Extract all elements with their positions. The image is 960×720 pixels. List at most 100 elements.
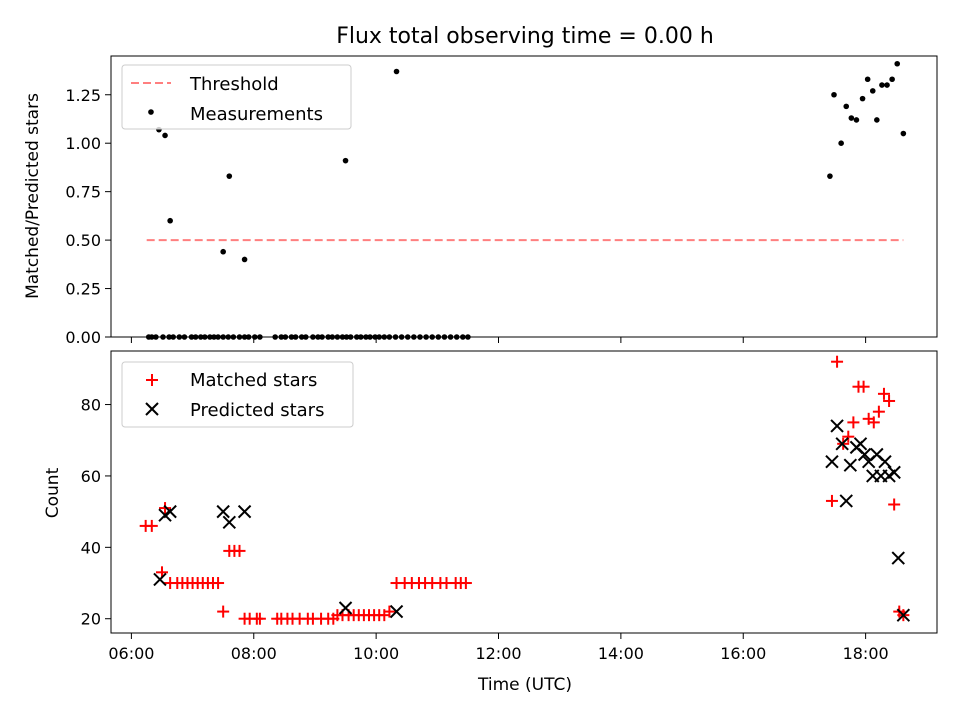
measurement-point bbox=[874, 117, 880, 123]
bottom-legend-box bbox=[121, 361, 354, 428]
predicted-star-point bbox=[891, 551, 905, 565]
top-y-tick-label: 1.00 bbox=[65, 134, 101, 153]
measurements-legend-label: Measurements bbox=[190, 104, 323, 125]
measurement-point bbox=[342, 157, 349, 164]
matched-star-point bbox=[459, 577, 472, 590]
measurement-point bbox=[879, 82, 885, 88]
bottom-x-tick-label: 16:00 bbox=[720, 644, 766, 663]
predicted-legend-label: Predicted stars bbox=[190, 400, 324, 421]
top-legend: Threshold Measurements bbox=[121, 64, 352, 130]
top-legend-box bbox=[121, 64, 352, 130]
top-plot-area bbox=[145, 60, 907, 340]
measurement-point bbox=[167, 217, 173, 224]
predicted-star-point bbox=[153, 572, 167, 587]
matched-star-point bbox=[842, 430, 855, 443]
measurement-point bbox=[220, 248, 226, 255]
predicted-star-point bbox=[222, 515, 236, 530]
bottom-y-ticks: 20 40 60 80 bbox=[81, 396, 111, 629]
matched-star-point bbox=[867, 416, 880, 429]
measurement-point bbox=[241, 256, 248, 263]
matched-star-point bbox=[383, 605, 396, 618]
predicted-star-point bbox=[825, 454, 839, 469]
top-y-axis-label: Matched/Predicted stars bbox=[23, 93, 43, 299]
predicted-star-point bbox=[857, 447, 872, 462]
measurement-point bbox=[894, 60, 901, 67]
bottom-plot-area bbox=[139, 355, 911, 625]
measurement-point bbox=[853, 117, 860, 123]
measurement-point bbox=[869, 88, 876, 94]
top-y-tick-label: 0.75 bbox=[65, 183, 101, 202]
matched-star-point bbox=[877, 387, 890, 400]
predicted-star-point bbox=[835, 437, 849, 451]
x-axis-label: Time (UTC) bbox=[477, 675, 572, 695]
measurement-point bbox=[827, 173, 833, 179]
top-y-ticks: 0.00 0.25 0.50 0.75 1.00 1.25 bbox=[65, 86, 111, 347]
predicted-star-point bbox=[887, 465, 901, 480]
predicted-star-point bbox=[896, 608, 911, 622]
predicted-star-point bbox=[878, 454, 892, 469]
predicted-star-point bbox=[163, 504, 177, 519]
matched-star-point bbox=[145, 519, 158, 532]
measurement-point bbox=[889, 76, 895, 83]
bottom-x-tick-label: 06:00 bbox=[108, 644, 154, 663]
matched-star-point bbox=[857, 380, 870, 393]
measurement-point bbox=[393, 68, 400, 75]
measurement-point bbox=[838, 140, 844, 147]
top-y-tick-label: 1.25 bbox=[65, 86, 101, 105]
measurement-point bbox=[843, 103, 850, 110]
matched-legend-marker bbox=[146, 374, 158, 386]
matched-star-point bbox=[872, 405, 885, 418]
bottom-y-tick-label: 60 bbox=[81, 467, 101, 486]
predicted-star-point bbox=[830, 419, 844, 433]
predicted-star-point bbox=[216, 504, 230, 519]
bottom-y-tick-label: 20 bbox=[81, 610, 101, 629]
top-axes-frame bbox=[110, 55, 938, 338]
top-y-tick-label: 0.25 bbox=[65, 280, 101, 299]
top-y-tick-label: 0.50 bbox=[65, 231, 101, 250]
measurement-point bbox=[848, 115, 855, 121]
measurement-point bbox=[884, 82, 890, 88]
measurement-point bbox=[162, 132, 168, 139]
matched-star-point bbox=[847, 416, 860, 429]
bottom-x-tick-label: 14:00 bbox=[598, 644, 644, 663]
measurement-point bbox=[859, 95, 866, 102]
bottom-panel: Count Time (UTC) 20 40 60 80 06:00 08:00 10:0… bbox=[43, 350, 938, 695]
predicted-star-point bbox=[843, 458, 858, 472]
predicted-star-point bbox=[389, 604, 404, 619]
bottom-y-tick-label: 80 bbox=[81, 396, 101, 415]
bottom-legend: Matched stars Predicted stars bbox=[121, 361, 354, 428]
top-panel: Flux total observing time = 0.00 h Match… bbox=[23, 24, 938, 347]
predicted-legend-marker bbox=[145, 402, 159, 416]
matched-star-point bbox=[883, 394, 896, 407]
matched-star-point bbox=[831, 355, 844, 368]
bottom-x-tick-label: 08:00 bbox=[231, 644, 277, 663]
matched-star-point bbox=[825, 494, 838, 507]
bottom-axes-frame bbox=[110, 350, 938, 634]
bottom-x-ticks: 06:00 08:00 10:00 12:00 14:00 16:00 18:00 bbox=[108, 633, 889, 663]
measurement-point bbox=[226, 173, 233, 179]
matched-star-point bbox=[212, 577, 225, 590]
threshold-legend-label: Threshold bbox=[189, 74, 279, 95]
measurement-point bbox=[831, 91, 837, 98]
predicted-star-point bbox=[338, 601, 353, 615]
bottom-y-tick-label: 40 bbox=[81, 538, 101, 557]
measurement-point bbox=[900, 130, 907, 137]
measurements-legend-marker bbox=[148, 109, 154, 115]
top-y-tick-label: 0.00 bbox=[65, 328, 101, 347]
bottom-x-tick-label: 10:00 bbox=[353, 644, 399, 663]
predicted-star-point bbox=[839, 494, 853, 508]
matched-star-point bbox=[233, 544, 246, 557]
measurement-point bbox=[864, 76, 871, 83]
bottom-y-axis-label: Count bbox=[43, 467, 63, 518]
predicted-star-point bbox=[853, 437, 868, 451]
bottom-x-tick-label: 18:00 bbox=[843, 644, 889, 663]
matched-star-point bbox=[217, 605, 230, 618]
predicted-star-point bbox=[237, 504, 252, 519]
matched-star-point bbox=[159, 502, 172, 515]
matched-legend-label: Matched stars bbox=[190, 370, 317, 391]
matched-star-point bbox=[253, 612, 266, 625]
bottom-x-tick-label: 12:00 bbox=[475, 644, 521, 663]
matched-star-point bbox=[888, 498, 901, 511]
chart-title: Flux total observing time = 0.00 h bbox=[336, 24, 714, 49]
